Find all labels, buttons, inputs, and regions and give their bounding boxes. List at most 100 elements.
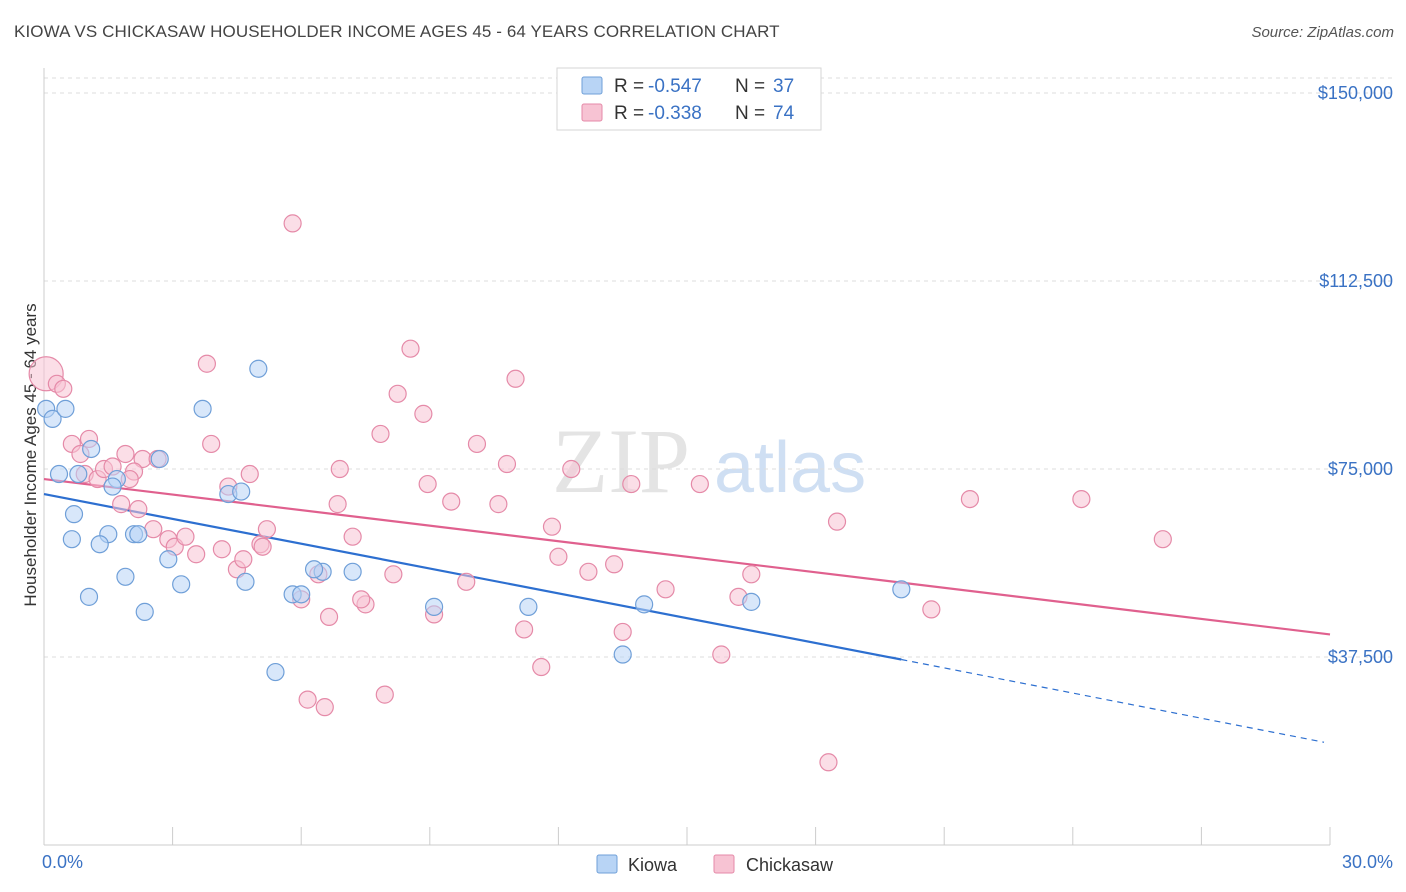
chickasaw-point — [605, 555, 624, 574]
chickasaw-point — [442, 492, 461, 511]
kiowa-point — [343, 562, 362, 581]
chickasaw-point — [401, 339, 420, 358]
kiowa-point — [742, 592, 761, 611]
chickasaw-point — [315, 698, 334, 717]
x-tick-labels: 0.0% 30.0% — [42, 852, 1393, 872]
kiowa-point — [249, 359, 268, 378]
kiowa-point — [193, 399, 212, 418]
chickasaw-point — [240, 464, 259, 484]
chickasaw-point — [319, 607, 339, 627]
kiowa-point — [69, 464, 88, 484]
bottom-legend-swatch-chickasaw — [713, 854, 735, 874]
kiowa-point — [304, 560, 324, 579]
kiowa-point — [236, 572, 255, 591]
chickasaw-point — [234, 550, 253, 569]
kiowa-point — [519, 597, 538, 616]
chickasaw-point — [176, 527, 195, 546]
trend-lines — [43, 477, 1331, 743]
chickasaw-point — [54, 379, 73, 398]
kiowa-point — [135, 602, 154, 621]
y-tick-label: $150,000 — [1318, 83, 1393, 103]
kiowa-point — [64, 505, 84, 524]
y-tick-labels: $37,500 $75,000 $112,500 $150,000 — [1318, 83, 1393, 667]
kiowa-point — [82, 439, 101, 459]
kiowa-point — [103, 477, 122, 496]
chickasaw-point — [1072, 489, 1091, 509]
chickasaw-point — [690, 474, 709, 494]
kiowa-point — [116, 567, 135, 586]
gridlines — [44, 77, 1392, 658]
chickasaw-point — [622, 474, 641, 494]
chickasaw-point — [613, 622, 632, 642]
legend-kiowa-n-label: N = — [735, 76, 765, 97]
kiowa-point — [79, 587, 99, 606]
bottom-legend-chickasaw: Chickasaw — [746, 855, 834, 875]
kiowa-trend-extension — [901, 658, 1325, 743]
kiowa-point — [56, 399, 75, 418]
kiowa-point — [49, 464, 69, 484]
y-tick-label: $37,500 — [1328, 647, 1393, 667]
kiowa-point — [892, 580, 911, 599]
bottom-legend: Kiowa Chickasaw — [596, 854, 834, 875]
chickasaw-point — [388, 384, 407, 403]
kiowa-point — [43, 409, 62, 428]
chickasaw-point — [414, 404, 433, 423]
chickasaw-point — [819, 753, 838, 772]
chickasaw-point — [384, 565, 403, 584]
x-tick-label-start: 0.0% — [42, 852, 83, 872]
y-tick-label: $75,000 — [1328, 459, 1393, 479]
source-label: Source: ZipAtlas.com — [1251, 24, 1394, 41]
legend-chickasaw-n-value: 74 — [773, 103, 795, 124]
chickasaw-point — [371, 424, 390, 444]
chickasaw-trend-line — [43, 477, 1331, 636]
chickasaw-point — [656, 580, 675, 599]
bottom-legend-kiowa: Kiowa — [628, 855, 678, 875]
chickasaw-point — [330, 459, 349, 479]
kiowa-point — [159, 550, 178, 569]
chickasaw-point — [298, 690, 317, 709]
kiowa-point — [424, 597, 444, 616]
kiowa-point — [129, 525, 148, 544]
top-legend: R = -0.547 N = 37 R = -0.338 N = 74 — [556, 67, 822, 131]
chickasaw-point — [712, 645, 731, 664]
axes — [43, 68, 1331, 846]
chickasaw-point — [283, 214, 302, 233]
chickasaw-point — [506, 369, 525, 388]
x-tick-label-end: 30.0% — [1342, 852, 1393, 872]
chickasaw-point — [489, 495, 508, 514]
chickasaw-point — [922, 600, 941, 619]
kiowa-point — [90, 535, 109, 554]
chickasaw-point — [202, 434, 221, 454]
chickasaw-point — [144, 520, 163, 539]
kiowa-point — [232, 482, 251, 501]
chickasaw-point — [960, 489, 980, 509]
legend-chickasaw-r-label: R = — [614, 103, 644, 124]
chickasaw-point — [457, 572, 476, 591]
legend-chickasaw-r-value: -0.338 — [648, 103, 702, 124]
kiowa-point — [613, 645, 632, 664]
kiowa-point — [150, 449, 169, 469]
chickasaw-point — [187, 545, 206, 564]
data-points — [28, 214, 1172, 772]
kiowa-point — [266, 662, 285, 682]
chickasaw-point — [112, 495, 131, 514]
chickasaw-point — [352, 590, 371, 609]
legend-swatch-kiowa — [581, 76, 603, 95]
watermark-atlas: atlas — [714, 428, 866, 508]
chickasaw-point — [549, 547, 568, 566]
kiowa-point — [292, 585, 311, 604]
legend-kiowa-r-label: R = — [614, 76, 644, 97]
chickasaw-point — [1153, 530, 1172, 549]
legend-kiowa-n-value: 37 — [773, 76, 794, 97]
chickasaw-point — [257, 520, 277, 539]
y-axis-label: Householder Income Ages 45 - 64 years — [21, 303, 40, 606]
chart-title: KIOWA VS CHICKASAW HOUSEHOLDER INCOME AG… — [14, 22, 780, 41]
y-tick-label: $112,500 — [1319, 271, 1393, 291]
chickasaw-point — [253, 537, 272, 556]
chickasaw-point — [532, 657, 551, 677]
chickasaw-point — [827, 512, 847, 531]
kiowa-point — [172, 575, 191, 594]
chickasaw-point — [579, 562, 598, 581]
legend-chickasaw-n-label: N = — [735, 103, 765, 124]
